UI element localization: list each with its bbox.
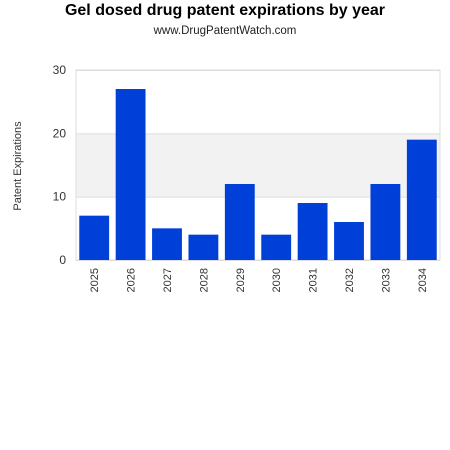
bar-2033 [370, 184, 401, 260]
bar-2031 [297, 203, 328, 260]
y-tick-label: 0 [59, 253, 66, 267]
bar-2025 [79, 215, 110, 260]
x-tick-label: 2026 [126, 268, 138, 292]
x-tick-label: 2034 [417, 268, 429, 292]
bar-2027 [152, 228, 182, 260]
y-tick-label: 20 [53, 126, 67, 140]
x-tick-label: 2031 [308, 268, 320, 292]
x-tick-label: 2029 [235, 268, 247, 292]
y-tick-label: 10 [53, 190, 67, 204]
bar-2029 [224, 184, 255, 260]
x-tick-label: 2033 [380, 268, 392, 292]
x-tick-label: 2027 [162, 268, 174, 292]
y-tick-labels: 0 10 20 30 [53, 63, 67, 267]
x-tick-labels: 2025 2026 2027 2028 2029 2030 2031 2032 2033 2034 [89, 268, 429, 292]
chart-title: Gel dosed drug patent expirations by yea… [64, 2, 386, 19]
bar-2026 [115, 89, 146, 260]
x-tick-label: 2032 [344, 268, 356, 292]
bar-2032 [334, 222, 364, 260]
y-axis-label: Patent Expirations [12, 121, 24, 211]
bar-2034 [406, 139, 437, 260]
x-tick-label: 2030 [271, 268, 283, 292]
chart-subtitle: www.DrugPatentWatch.com [153, 25, 297, 37]
bar-2030 [261, 234, 292, 260]
bar-2028 [188, 234, 219, 260]
x-tick-label: 2025 [89, 268, 101, 292]
bars [79, 89, 437, 260]
y-tick-label: 30 [53, 63, 67, 77]
x-tick-label: 2028 [198, 268, 210, 292]
